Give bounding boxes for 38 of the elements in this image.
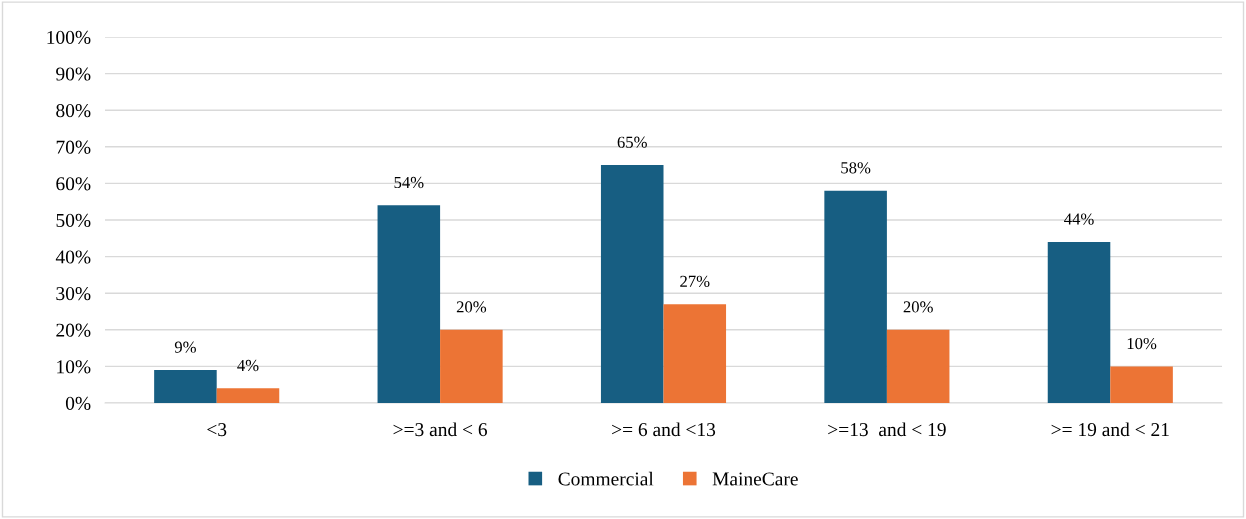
bar <box>154 370 217 403</box>
x-tick-label: >= 6 and <13 <box>612 422 716 437</box>
data-label: 20% <box>903 301 933 313</box>
y-tick-label: 90% <box>56 67 91 81</box>
data-label: 58% <box>841 162 871 174</box>
data-label: 20% <box>456 301 487 313</box>
bar <box>824 190 887 403</box>
bar <box>216 388 280 403</box>
data-label: 54% <box>394 176 424 189</box>
bar <box>440 329 503 403</box>
y-tick-label: 60% <box>56 177 91 191</box>
data-label: 44% <box>1064 213 1094 225</box>
legend-label: MaineCare <box>712 472 798 486</box>
y-tick-label: 30% <box>56 287 91 301</box>
bar <box>377 205 441 403</box>
y-tick-label: 0% <box>65 396 91 410</box>
x-tick-label: >= 19 and < 21 <box>1051 422 1169 437</box>
y-tick-label: 40% <box>55 250 91 264</box>
x-tick-label: >=13 and < 19 <box>828 422 946 437</box>
y-tick-label: 80% <box>56 104 91 118</box>
y-tick-label: 100% <box>47 30 91 44</box>
bar <box>663 304 727 403</box>
x-tick-label: >=3 and < 6 <box>393 422 488 437</box>
data-label: 65% <box>617 136 647 148</box>
data-label: 4% <box>237 359 259 372</box>
bar <box>600 165 664 403</box>
y-tick-label: 50% <box>56 213 91 227</box>
y-tick-label: 20% <box>56 323 91 337</box>
x-tick-label: <3 <box>207 423 227 437</box>
bar <box>886 329 950 403</box>
bar <box>1110 366 1173 403</box>
y-tick-label: 10% <box>57 360 91 374</box>
bar <box>1047 241 1111 403</box>
data-label: 9% <box>174 341 196 353</box>
data-label: 27% <box>680 275 710 287</box>
data-label: 10% <box>1127 337 1157 350</box>
y-tick-label: 70% <box>56 140 91 154</box>
legend-label: Commercial <box>558 471 654 486</box>
